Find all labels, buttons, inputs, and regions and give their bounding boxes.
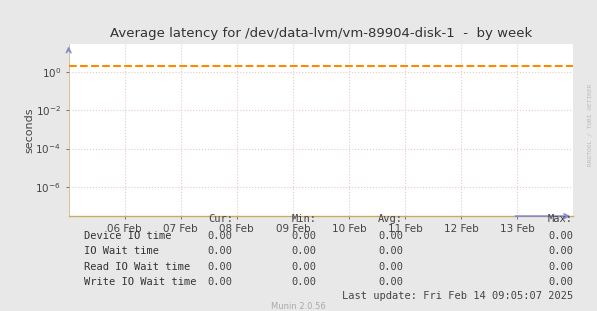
- Text: 0.00: 0.00: [208, 277, 233, 287]
- Text: 0.00: 0.00: [291, 262, 316, 272]
- Text: Munin 2.0.56: Munin 2.0.56: [271, 302, 326, 311]
- Text: 0.00: 0.00: [548, 231, 573, 241]
- Text: IO Wait time: IO Wait time: [84, 246, 159, 256]
- Text: 0.00: 0.00: [548, 262, 573, 272]
- Text: 0.00: 0.00: [208, 246, 233, 256]
- Text: 0.00: 0.00: [208, 262, 233, 272]
- Text: 0.00: 0.00: [378, 231, 403, 241]
- Text: Last update: Fri Feb 14 09:05:07 2025: Last update: Fri Feb 14 09:05:07 2025: [342, 290, 573, 300]
- Text: 0.00: 0.00: [378, 277, 403, 287]
- Text: RRDTOOL / TOBI OETIKER: RRDTOOL / TOBI OETIKER: [588, 83, 593, 166]
- Y-axis label: seconds: seconds: [24, 107, 34, 153]
- Text: 0.00: 0.00: [291, 246, 316, 256]
- Text: 0.00: 0.00: [208, 231, 233, 241]
- Text: Device IO time: Device IO time: [84, 231, 172, 241]
- Text: Max:: Max:: [548, 214, 573, 224]
- Text: 0.00: 0.00: [378, 246, 403, 256]
- Text: Write IO Wait time: Write IO Wait time: [84, 277, 196, 287]
- Text: 0.00: 0.00: [291, 231, 316, 241]
- Text: Min:: Min:: [291, 214, 316, 224]
- Text: 0.00: 0.00: [291, 277, 316, 287]
- Text: 0.00: 0.00: [548, 246, 573, 256]
- Text: Cur:: Cur:: [208, 214, 233, 224]
- Text: 0.00: 0.00: [548, 277, 573, 287]
- Text: 0.00: 0.00: [378, 262, 403, 272]
- Text: Avg:: Avg:: [378, 214, 403, 224]
- Title: Average latency for /dev/data-lvm/vm-89904-disk-1  -  by week: Average latency for /dev/data-lvm/vm-899…: [110, 27, 532, 39]
- Text: Read IO Wait time: Read IO Wait time: [84, 262, 190, 272]
